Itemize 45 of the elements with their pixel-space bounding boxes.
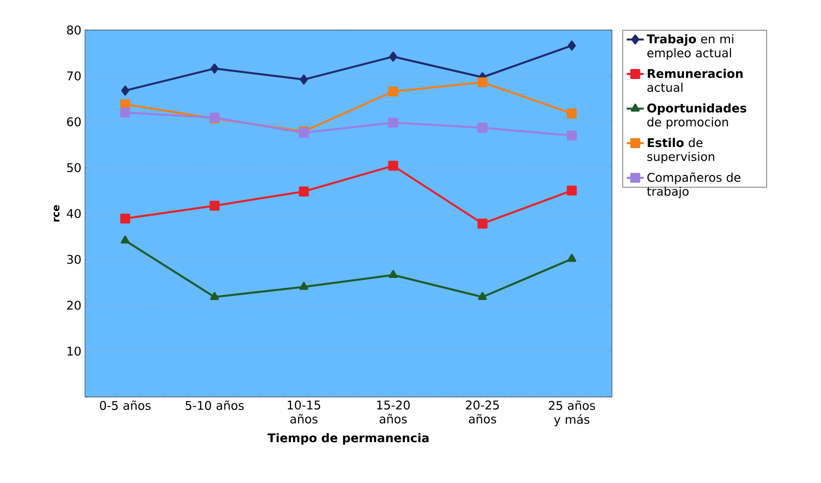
- x-tick-label: 10-15 años: [288, 400, 320, 424]
- point: [478, 218, 488, 229]
- point: [567, 254, 576, 262]
- point: [298, 186, 309, 196]
- x-tick-label: 5-10 años: [186, 400, 244, 410]
- legend-label: Oportunidades de promocion: [647, 103, 746, 129]
- y-tick-label: 20: [67, 300, 81, 310]
- point: [388, 118, 398, 128]
- point: [120, 236, 130, 244]
- point: [478, 77, 488, 88]
- point: [120, 108, 130, 118]
- point: [566, 130, 577, 140]
- point: [478, 292, 487, 300]
- point: [389, 52, 398, 62]
- point: [478, 122, 488, 133]
- y-tick-label: 50: [67, 163, 81, 172]
- point: [388, 160, 398, 171]
- y-tick-label: 40: [66, 208, 81, 218]
- x-tick-label: 25 años y más: [548, 400, 596, 426]
- point: [299, 282, 308, 290]
- x-tick-label: 15-20 años: [377, 400, 410, 424]
- legend-label: Estilo de supervision: [647, 138, 714, 164]
- point: [210, 200, 220, 211]
- y-tick-label: 60: [67, 117, 81, 126]
- y-tick-label: 80: [67, 25, 81, 35]
- x-tick-label: 0-5 años: [100, 400, 151, 410]
- point: [121, 86, 130, 96]
- legend-label: Remuneracion actual: [647, 68, 743, 92]
- legend-label: Trabajo en mi empleo actual: [646, 34, 734, 60]
- point: [568, 40, 576, 51]
- point: [210, 64, 219, 74]
- x-tick-label: 20-25 años: [466, 400, 499, 424]
- point: [566, 108, 577, 118]
- y-tick-label: 30: [67, 254, 81, 264]
- point: [210, 292, 219, 300]
- x-axis-title: Tiempo de permanencia: [268, 433, 429, 445]
- y-axis-title: rce: [54, 205, 60, 222]
- legend-label: Compañeros de trabajo: [647, 172, 740, 198]
- y-tick-label: 70: [67, 71, 81, 80]
- point: [388, 86, 398, 96]
- point: [388, 270, 398, 278]
- point: [566, 186, 577, 196]
- y-tick-label: 10: [68, 346, 81, 356]
- point: [300, 74, 308, 85]
- point: [120, 214, 130, 224]
